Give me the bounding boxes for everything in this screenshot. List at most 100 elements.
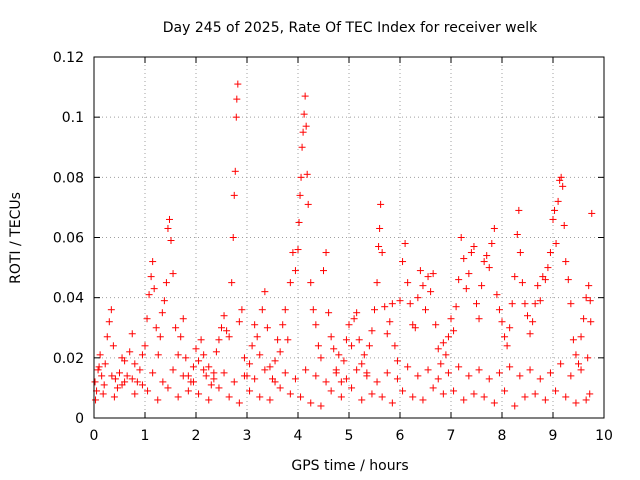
data-point bbox=[322, 378, 330, 386]
data-point bbox=[284, 336, 292, 344]
data-point bbox=[518, 279, 526, 287]
data-point bbox=[368, 327, 376, 335]
data-point bbox=[556, 176, 564, 184]
data-point bbox=[291, 375, 299, 383]
data-point bbox=[467, 249, 475, 257]
data-point bbox=[355, 336, 363, 344]
data-point bbox=[169, 270, 177, 278]
data-point bbox=[215, 336, 223, 344]
data-point bbox=[108, 372, 116, 380]
x-axis-label: GPS time / hours bbox=[291, 458, 408, 474]
x-tick-label: 6 bbox=[396, 428, 405, 444]
data-point bbox=[337, 378, 345, 386]
data-point bbox=[131, 360, 139, 368]
data-point bbox=[202, 372, 210, 380]
data-point bbox=[131, 390, 139, 398]
data-point bbox=[552, 240, 560, 248]
x-tick-label: 7 bbox=[447, 428, 456, 444]
data-point bbox=[383, 369, 391, 377]
y-tick-label: 0.1 bbox=[62, 110, 84, 126]
data-point bbox=[312, 321, 320, 329]
data-point bbox=[207, 381, 215, 389]
y-tick-label: 0.02 bbox=[53, 351, 84, 367]
data-point bbox=[460, 396, 468, 404]
data-point bbox=[584, 354, 592, 362]
x-tick-label: 5 bbox=[345, 428, 354, 444]
data-point bbox=[276, 348, 284, 356]
data-point bbox=[485, 264, 493, 272]
data-point bbox=[234, 80, 242, 88]
data-point bbox=[501, 333, 509, 341]
data-point bbox=[473, 300, 480, 308]
data-point bbox=[109, 342, 117, 350]
data-point bbox=[377, 200, 385, 208]
data-point bbox=[450, 327, 458, 335]
data-point bbox=[145, 291, 153, 299]
data-point bbox=[154, 351, 162, 359]
data-point bbox=[302, 122, 310, 130]
data-point bbox=[447, 315, 455, 323]
y-tick-label: 0.06 bbox=[53, 231, 84, 247]
data-point bbox=[450, 387, 458, 395]
data-point bbox=[332, 369, 340, 377]
data-point bbox=[388, 300, 396, 308]
data-point bbox=[399, 387, 407, 395]
data-point bbox=[210, 375, 218, 383]
data-point bbox=[424, 273, 432, 281]
data-point bbox=[246, 360, 254, 368]
data-point bbox=[353, 366, 361, 374]
data-point bbox=[562, 258, 570, 266]
data-point bbox=[298, 143, 306, 151]
data-point bbox=[587, 318, 595, 326]
data-point bbox=[371, 306, 378, 314]
data-point bbox=[295, 218, 303, 226]
data-point bbox=[483, 252, 491, 260]
data-point bbox=[572, 399, 580, 407]
data-point bbox=[179, 372, 187, 380]
x-tick-label: 10 bbox=[595, 428, 613, 444]
data-point bbox=[444, 369, 452, 377]
data-point bbox=[307, 399, 315, 407]
data-point bbox=[437, 360, 445, 368]
data-point bbox=[414, 294, 422, 302]
data-point bbox=[340, 357, 348, 365]
data-point bbox=[432, 321, 440, 329]
data-point bbox=[531, 300, 539, 308]
data-point bbox=[223, 327, 231, 335]
data-point bbox=[506, 324, 514, 332]
data-point bbox=[271, 378, 279, 386]
data-point bbox=[154, 396, 162, 404]
data-point bbox=[297, 173, 305, 181]
data-point bbox=[439, 390, 447, 398]
data-point bbox=[164, 384, 172, 392]
data-point bbox=[147, 273, 155, 281]
data-point bbox=[165, 215, 173, 223]
data-point bbox=[493, 291, 501, 299]
data-point bbox=[577, 366, 585, 374]
data-point bbox=[457, 234, 465, 241]
data-point bbox=[534, 282, 542, 290]
data-point bbox=[388, 399, 396, 407]
data-point bbox=[233, 95, 241, 103]
data-point bbox=[383, 330, 391, 338]
data-point bbox=[401, 240, 409, 248]
data-point bbox=[508, 300, 516, 308]
data-point bbox=[225, 393, 233, 401]
data-point bbox=[296, 191, 304, 199]
data-point bbox=[386, 318, 394, 326]
data-point bbox=[396, 297, 404, 305]
data-point bbox=[564, 276, 572, 284]
data-point bbox=[345, 321, 353, 329]
data-point bbox=[96, 351, 104, 359]
data-point bbox=[94, 366, 102, 374]
data-point bbox=[164, 224, 172, 232]
data-point bbox=[289, 249, 297, 257]
data-point bbox=[554, 197, 562, 205]
data-point bbox=[220, 369, 228, 377]
data-point bbox=[353, 309, 361, 317]
data-point bbox=[376, 224, 384, 232]
data-point bbox=[414, 372, 422, 380]
data-point bbox=[141, 342, 149, 350]
data-point bbox=[360, 351, 368, 359]
data-point bbox=[327, 333, 335, 341]
